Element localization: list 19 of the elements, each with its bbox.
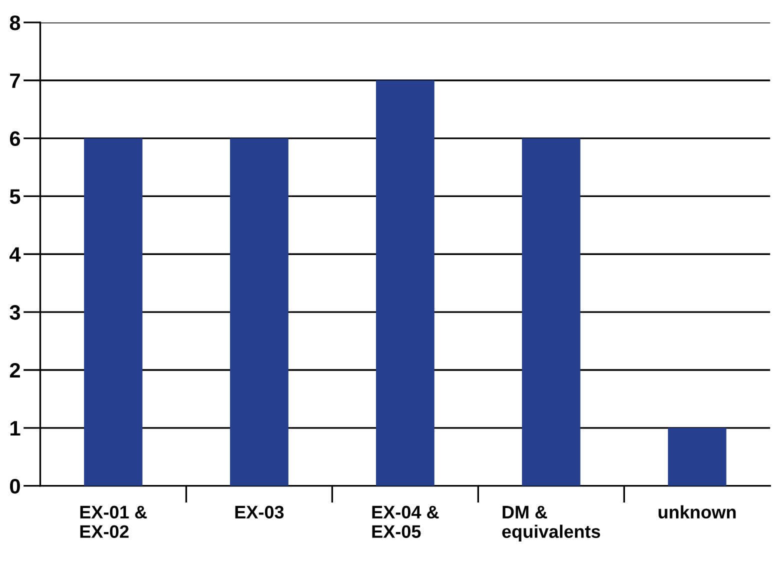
bar — [230, 138, 288, 486]
x-tick-label: EX-01 & EX-02 — [80, 506, 147, 538]
y-tick-label: 7 — [10, 74, 20, 88]
y-tick-label: 5 — [10, 189, 20, 204]
y-tick-label: 2 — [10, 362, 20, 378]
bar — [84, 138, 142, 486]
y-tick-label: 1 — [10, 421, 20, 436]
y-tick-label: 3 — [10, 305, 20, 320]
y-tick-label: 4 — [10, 247, 21, 262]
bar — [668, 428, 726, 486]
y-tick-label: 0 — [10, 478, 20, 494]
y-tick-label: 8 — [10, 15, 20, 30]
bar — [522, 138, 580, 486]
x-tick-label: EX-04 & EX-05 — [372, 506, 439, 538]
x-tick-label: unknown — [658, 505, 736, 519]
bar — [376, 80, 434, 486]
x-tick-label: EX-03 — [235, 506, 284, 519]
y-tick-label: 6 — [10, 131, 20, 146]
x-tick-label: DM & equivalents — [502, 506, 600, 542]
